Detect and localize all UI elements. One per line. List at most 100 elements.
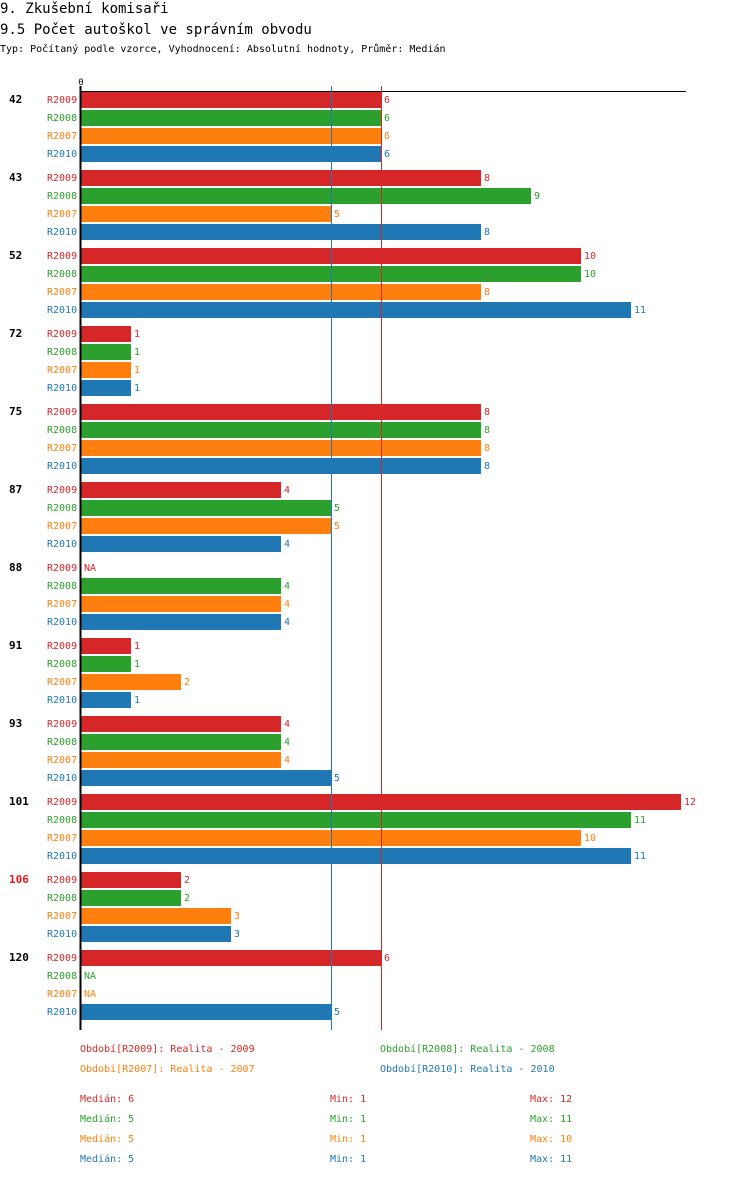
series-label: R2009 bbox=[47, 485, 77, 496]
na-label: NA bbox=[84, 971, 96, 982]
series-label: R2008 bbox=[47, 893, 77, 904]
bar-value-label: 9 bbox=[534, 191, 540, 202]
bar-value-label: 1 bbox=[134, 641, 140, 652]
bar-value-label: 1 bbox=[134, 365, 140, 376]
series-label: R2009 bbox=[47, 251, 77, 262]
bar-value-label: 4 bbox=[284, 599, 290, 610]
series-label: R2007 bbox=[47, 287, 77, 298]
bar-value-label: 1 bbox=[134, 347, 140, 358]
bar bbox=[81, 950, 381, 966]
bar bbox=[81, 146, 381, 162]
bar bbox=[81, 92, 381, 108]
bar bbox=[81, 872, 181, 888]
series-label: R2007 bbox=[47, 989, 77, 1000]
group-label: 43 bbox=[9, 171, 22, 184]
series-label: R2008 bbox=[47, 113, 77, 124]
stat-median: Medián: 6 bbox=[80, 1094, 135, 1105]
bar bbox=[81, 128, 381, 144]
group-label: 91 bbox=[9, 639, 23, 652]
group-label: 75 bbox=[9, 405, 22, 418]
bar bbox=[81, 908, 231, 924]
series-label: R2009 bbox=[47, 407, 77, 418]
series-label: R2007 bbox=[47, 833, 77, 844]
bar-value-label: 5 bbox=[334, 773, 340, 784]
stat-min: Min: 1 bbox=[330, 1154, 367, 1165]
bar-value-label: 1 bbox=[134, 329, 140, 340]
bar-value-label: 8 bbox=[484, 443, 490, 454]
bar bbox=[81, 284, 481, 300]
bar bbox=[81, 596, 281, 612]
group-label: 88 bbox=[9, 561, 22, 574]
stat-median: Medián: 5 bbox=[80, 1114, 135, 1125]
series-label: R2009 bbox=[47, 875, 77, 886]
bar bbox=[81, 326, 131, 342]
bar bbox=[81, 752, 281, 768]
bar bbox=[81, 692, 131, 708]
x-axis-zero-label: 0 bbox=[78, 78, 83, 88]
series-label: R2007 bbox=[47, 131, 77, 142]
stat-min: Min: 1 bbox=[330, 1114, 367, 1125]
stat-min: Min: 1 bbox=[330, 1094, 367, 1105]
na-label: NA bbox=[84, 563, 96, 574]
bar-value-label: 8 bbox=[484, 461, 490, 472]
series-label: R2008 bbox=[47, 659, 77, 670]
series-label: R2010 bbox=[47, 1007, 77, 1018]
group-label: 93 bbox=[9, 717, 22, 730]
series-label: R2007 bbox=[47, 677, 77, 688]
bar bbox=[81, 482, 281, 498]
legend-entry: Období[R2009]: Realita - 2009 bbox=[80, 1044, 255, 1055]
bar-value-label: 5 bbox=[334, 209, 340, 220]
bar-value-label: 10 bbox=[584, 251, 596, 262]
bar bbox=[81, 518, 331, 534]
series-label: R2010 bbox=[47, 149, 77, 160]
bar bbox=[81, 848, 631, 864]
series-label: R2010 bbox=[47, 617, 77, 628]
bar-value-label: 3 bbox=[234, 929, 240, 940]
bar-value-label: 11 bbox=[634, 305, 646, 316]
legend-entry: Období[R2010]: Realita - 2010 bbox=[380, 1064, 555, 1075]
bar bbox=[81, 536, 281, 552]
bar bbox=[81, 458, 481, 474]
bar bbox=[81, 404, 481, 420]
series-label: R2008 bbox=[47, 503, 77, 514]
bar-value-label: 1 bbox=[134, 659, 140, 670]
series-label: R2007 bbox=[47, 443, 77, 454]
series-label: R2007 bbox=[47, 365, 77, 376]
stat-max: Max: 11 bbox=[530, 1114, 573, 1125]
group-label: 101 bbox=[9, 795, 29, 808]
chart-subtitle: 9.5 Počet autoškol ve správním obvodu bbox=[0, 22, 312, 38]
series-label: R2009 bbox=[47, 95, 77, 106]
bar-value-label: 8 bbox=[484, 407, 490, 418]
bar bbox=[81, 362, 131, 378]
bar-value-label: 11 bbox=[634, 815, 646, 826]
bar-value-label: 4 bbox=[284, 485, 290, 496]
bar-value-label: 8 bbox=[484, 425, 490, 436]
bar bbox=[81, 302, 631, 318]
series-label: R2010 bbox=[47, 227, 77, 238]
series-label: R2007 bbox=[47, 521, 77, 532]
bar bbox=[81, 926, 231, 942]
bar bbox=[81, 638, 131, 654]
series-label: R2010 bbox=[47, 851, 77, 862]
series-label: R2010 bbox=[47, 305, 77, 316]
series-label: R2009 bbox=[47, 641, 77, 652]
bar bbox=[81, 500, 331, 516]
bar bbox=[81, 716, 281, 732]
series-label: R2009 bbox=[47, 173, 77, 184]
bar-value-label: 2 bbox=[184, 677, 190, 688]
bar bbox=[81, 656, 131, 672]
bar-value-label: 5 bbox=[334, 503, 340, 514]
bar-value-label: 5 bbox=[334, 1007, 340, 1018]
bar-value-label: 3 bbox=[234, 911, 240, 922]
bar-value-label: 11 bbox=[634, 851, 646, 862]
series-label: R2009 bbox=[47, 563, 77, 574]
series-label: R2010 bbox=[47, 773, 77, 784]
group-label: 120 bbox=[9, 951, 29, 964]
series-label: R2008 bbox=[47, 971, 77, 982]
bar bbox=[81, 380, 131, 396]
bar-value-label: 10 bbox=[584, 269, 596, 280]
series-label: R2009 bbox=[47, 719, 77, 730]
bar-value-label: 2 bbox=[184, 893, 190, 904]
bar-value-label: 4 bbox=[284, 755, 290, 766]
bar bbox=[81, 770, 331, 786]
